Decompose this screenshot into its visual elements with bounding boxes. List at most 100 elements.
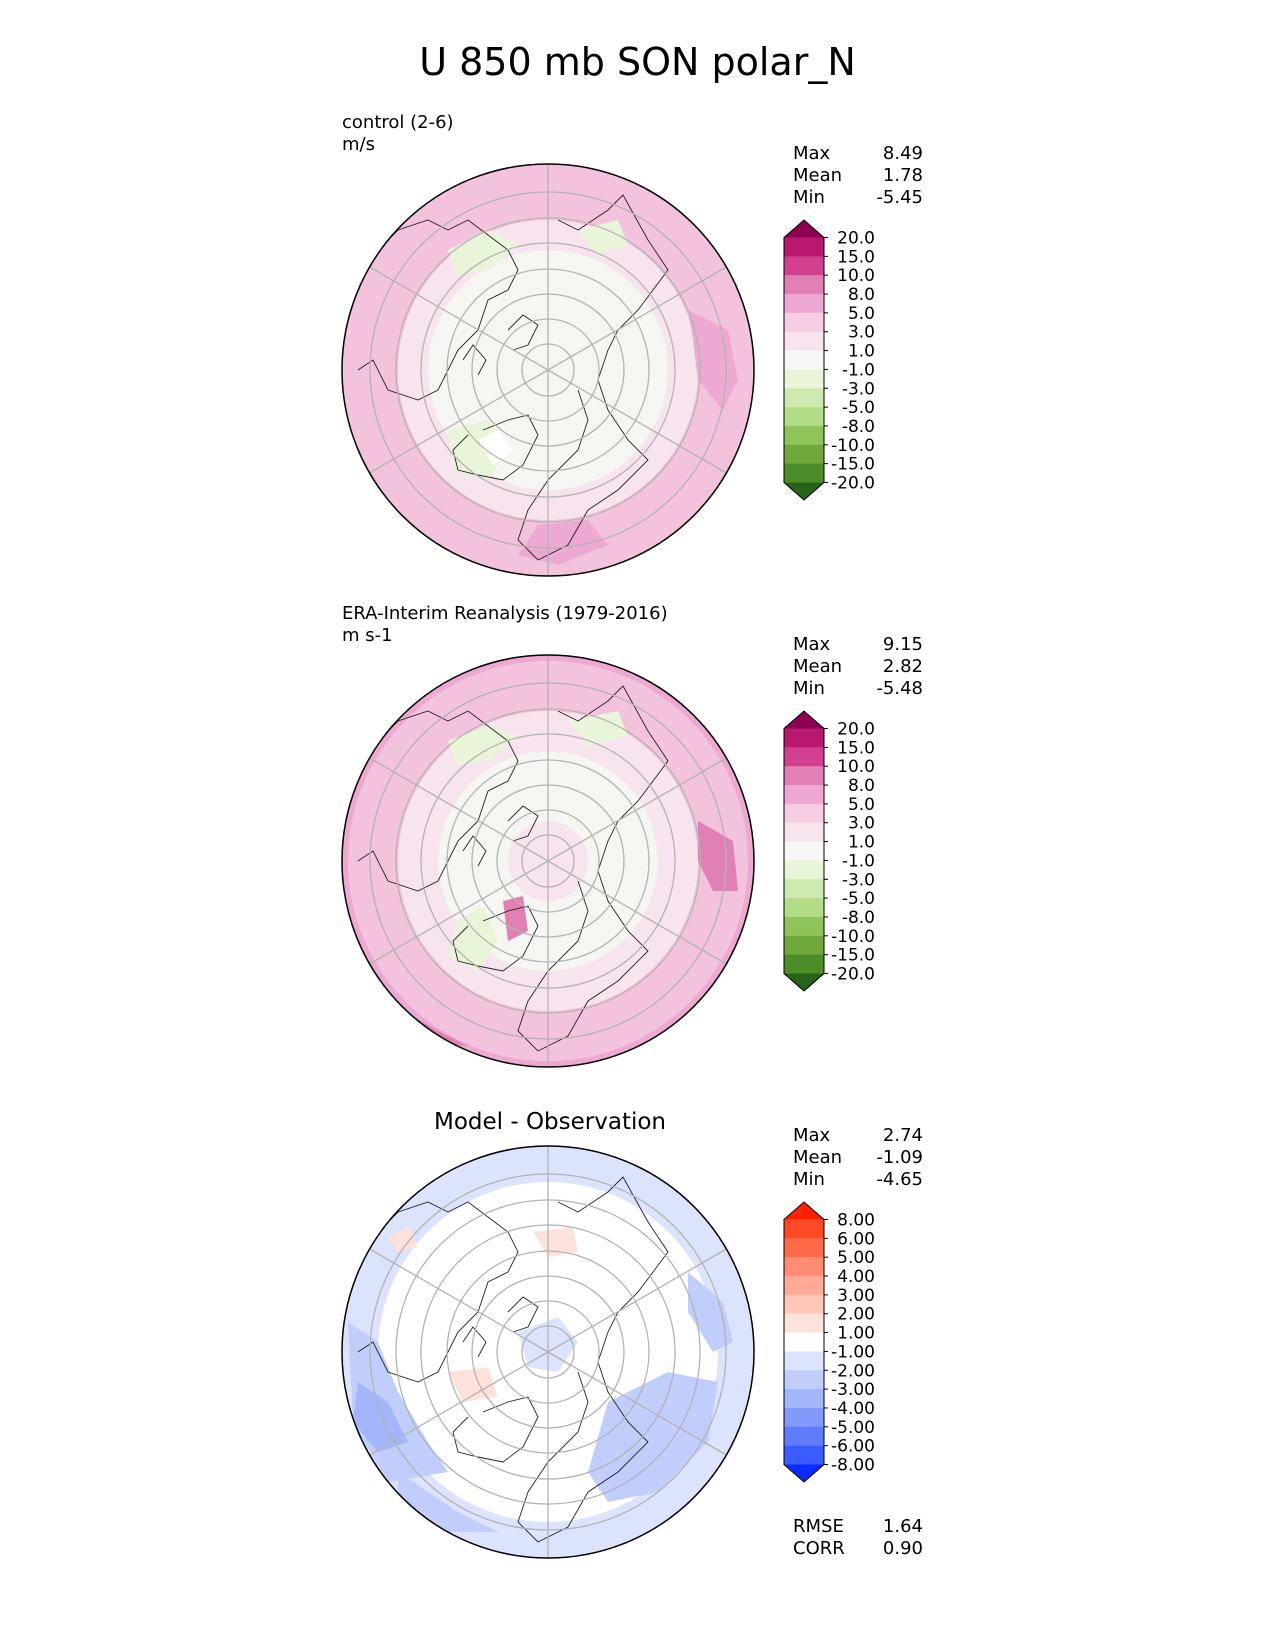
colorbar-bin xyxy=(784,237,824,257)
colorbar-tick-label: -2.00 xyxy=(831,1361,875,1381)
longitude-line xyxy=(547,757,727,862)
figure-title: U 850 mb SON polar_N xyxy=(419,40,856,84)
map-content xyxy=(342,1146,754,1558)
stat-value: -4.65 xyxy=(876,1169,923,1190)
stat-value: -5.45 xyxy=(876,187,923,208)
map-boundary xyxy=(341,163,755,577)
contour-region xyxy=(448,906,498,971)
colorbar-bin xyxy=(784,444,824,465)
colorbar-bin xyxy=(784,407,824,427)
panel-difference: Model - Observation Max 2.74 Mean -1.09 Mi… xyxy=(0,0,1275,1559)
colorbar-tick-label: 5.0 xyxy=(848,795,875,815)
metric-value: 0.90 xyxy=(882,1538,923,1559)
stat-value: 1.78 xyxy=(882,165,923,186)
colorbar-tick-label: 8.0 xyxy=(848,285,875,305)
contour-region xyxy=(478,430,513,465)
contour-region xyxy=(448,1367,498,1402)
colorbar-tick-label: -3.0 xyxy=(842,870,875,890)
contour-region xyxy=(518,520,608,565)
colorbar-tick-label: 2.00 xyxy=(837,1305,875,1325)
longitude-line xyxy=(369,1351,549,1456)
panel-units: m s-1 xyxy=(342,625,393,646)
colorbar-bin xyxy=(784,879,824,899)
colorbar-tick-label: -1.00 xyxy=(831,1342,875,1362)
contour-region xyxy=(568,711,628,746)
colorbar-extend-bottom xyxy=(784,973,824,991)
colorbar-extend-top xyxy=(784,1202,824,1220)
colorbar-tick-label: -5.0 xyxy=(842,889,875,909)
colorbar-tick-label: 8.0 xyxy=(848,776,875,796)
panel-label: control (2-6) xyxy=(342,112,454,133)
coastline xyxy=(452,1396,539,1463)
colorbar-bin xyxy=(784,785,824,805)
stat-key: Max xyxy=(793,1125,831,1146)
colorbar-extend-bottom xyxy=(784,1464,824,1482)
colorbar-bin xyxy=(784,388,824,408)
colorbar-tick-label: -8.0 xyxy=(842,417,875,437)
contour-region xyxy=(448,230,518,275)
colorbar-bin xyxy=(784,275,824,295)
stat-key: Max xyxy=(793,634,831,655)
colorbar-bin xyxy=(784,331,824,352)
colorbar-tick-label: 1.0 xyxy=(848,342,875,362)
longitude-line xyxy=(547,266,727,371)
stat-value: 9.15 xyxy=(882,634,923,655)
colorbar-bin xyxy=(784,1219,824,1239)
colorbar-bin xyxy=(784,1389,824,1409)
longitude-line xyxy=(547,1248,727,1353)
stat-key: Max xyxy=(793,143,831,164)
polar-map-control xyxy=(341,163,755,577)
metric-value: 1.64 xyxy=(882,1516,923,1537)
map-content xyxy=(342,164,754,576)
colorbar-tick-label: -6.00 xyxy=(831,1437,875,1457)
colorbar-bin xyxy=(784,1294,824,1315)
coastline xyxy=(452,905,539,972)
colorbar-tick-label: -15.0 xyxy=(831,946,875,966)
colorbar-tick-label: 5.00 xyxy=(837,1248,875,1268)
coastline xyxy=(507,805,539,842)
colorbar-tick-label: -20.0 xyxy=(831,965,875,985)
colorbar-bin xyxy=(784,1351,824,1371)
colorbar-bin xyxy=(784,294,824,314)
polar-map-era-interim xyxy=(341,654,755,1068)
stats-box: Max 9.15 Mean 2.82 Min -5.48 xyxy=(793,634,923,700)
contour-region xyxy=(688,1272,733,1352)
stat-value: -5.48 xyxy=(876,678,923,699)
coastline xyxy=(357,219,519,401)
stat-key: Min xyxy=(793,187,825,208)
colorbar-tick-label: 15.0 xyxy=(837,247,875,267)
colorbar-extend-top xyxy=(784,711,824,729)
colorbar-tick-label: 4.00 xyxy=(837,1267,875,1287)
colorbar-bin xyxy=(784,369,824,389)
colorbar-tick-label: -10.0 xyxy=(831,436,875,456)
stat-key: Mean xyxy=(793,656,843,677)
metrics-box: RMSE 1.64 CORR 0.90 xyxy=(793,1516,923,1560)
coastline xyxy=(517,194,669,561)
contour-region xyxy=(533,1227,578,1257)
colorbar-tick-label: -3.0 xyxy=(842,379,875,399)
colorbar-bin xyxy=(784,841,824,861)
longitude-line xyxy=(369,860,549,965)
stat-value: 8.49 xyxy=(882,143,923,164)
colorbar-bin xyxy=(784,1238,824,1258)
colorbar-bin xyxy=(784,916,824,937)
map-content xyxy=(342,655,754,1067)
colorbar-tick-label: 15.0 xyxy=(837,738,875,758)
contour-region xyxy=(448,726,518,766)
colorbar-tick-label: 20.0 xyxy=(837,720,875,740)
metric-key: CORR xyxy=(793,1538,845,1559)
coastline xyxy=(507,1296,539,1333)
coastline xyxy=(517,685,669,1052)
colorbar-extend-bottom xyxy=(784,482,824,500)
coastline xyxy=(517,1176,669,1543)
colorbar-bin xyxy=(784,860,824,880)
longitude-line xyxy=(547,1351,727,1456)
colorbar-control: 20.015.010.08.05.03.01.0-1.0-3.0-5.0-8.0… xyxy=(783,219,875,501)
map-boundary xyxy=(341,654,755,1068)
panel-era-interim: ERA-Interim Reanalysis (1979-2016) m s-1… xyxy=(0,0,1275,1068)
stat-key: Min xyxy=(793,678,825,699)
coastline xyxy=(357,1201,519,1383)
panel-label: ERA-Interim Reanalysis (1979-2016) xyxy=(342,603,668,624)
colorbar-tick-label: -3.00 xyxy=(831,1380,875,1400)
stat-value: 2.74 xyxy=(882,1125,923,1146)
